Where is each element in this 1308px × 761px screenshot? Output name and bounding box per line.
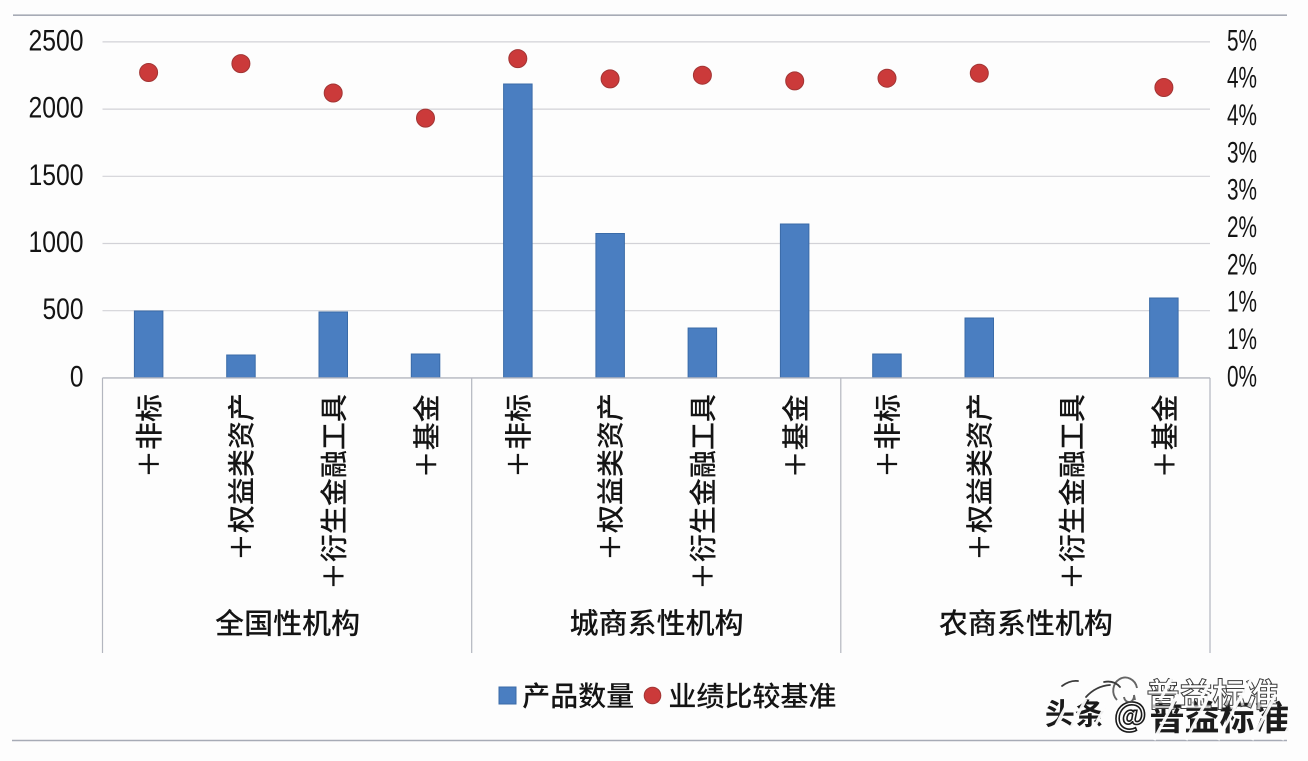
svg-text:0%: 0% — [1227, 360, 1257, 393]
svg-text:5%: 5% — [1227, 24, 1257, 57]
svg-text:2%: 2% — [1227, 248, 1257, 281]
svg-text:1%: 1% — [1227, 323, 1257, 356]
svg-text:3%: 3% — [1227, 136, 1257, 169]
svg-text:4%: 4% — [1227, 62, 1257, 95]
svg-text:2000: 2000 — [29, 92, 84, 125]
svg-text:2500: 2500 — [29, 24, 84, 57]
svg-text:3%: 3% — [1227, 174, 1257, 207]
svg-text:2%: 2% — [1227, 211, 1257, 244]
svg-text:4%: 4% — [1227, 99, 1257, 132]
svg-text:1%: 1% — [1227, 286, 1257, 319]
svg-text:0: 0 — [70, 360, 84, 393]
svg-text:1000: 1000 — [29, 226, 84, 259]
svg-text:1500: 1500 — [29, 159, 84, 192]
svg-text:500: 500 — [43, 293, 84, 326]
